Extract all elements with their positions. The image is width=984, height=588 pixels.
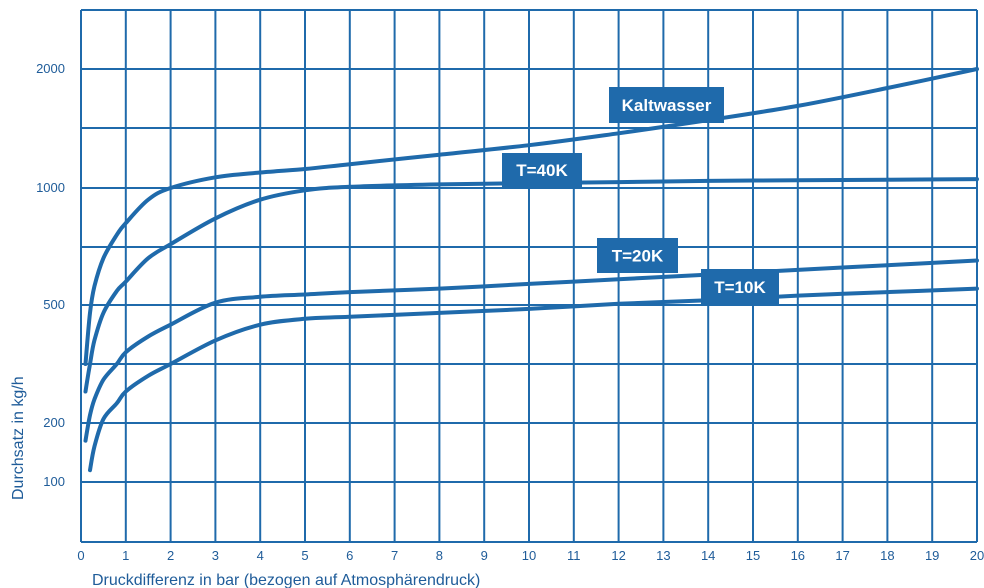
y-tick-label: 200 [43, 415, 65, 430]
x-tick-label: 14 [701, 548, 715, 563]
x-tick-label: 11 [567, 548, 581, 563]
series-line-t10k [88, 286, 979, 473]
x-tick-label: 5 [301, 548, 308, 563]
x-tick-label: 15 [746, 548, 760, 563]
series-line-t40k [83, 177, 979, 394]
x-tick-label: 1 [122, 548, 129, 563]
x-tick-label: 17 [835, 548, 849, 563]
x-tick-label: 9 [481, 548, 488, 563]
x-tick-label: 12 [611, 548, 625, 563]
x-tick-labels: 0 1 2 3 4 5 6 7 8 9 10 11 12 13 14 15 16 17 18 19 20 [77, 548, 984, 563]
x-tick-label: 13 [656, 548, 670, 563]
series-label-box [701, 269, 779, 305]
x-tick-label: 2 [167, 548, 174, 563]
x-tick-label: 3 [212, 548, 219, 563]
y-tick-label: 500 [43, 297, 65, 312]
y-axis-label: Durchsatz in kg/h [10, 376, 27, 500]
x-tick-label: 4 [257, 548, 264, 563]
series-label: Kaltwasser [622, 96, 712, 115]
x-tick-label: 19 [925, 548, 939, 563]
series-line-kaltwasser [83, 67, 979, 366]
series-label-box [502, 153, 582, 187]
x-tick-label: 6 [346, 548, 353, 563]
x-tick-label: 8 [436, 548, 443, 563]
series-label-box [597, 238, 678, 273]
x-tick-label: 16 [791, 548, 805, 563]
x-tick-label: 20 [970, 548, 984, 563]
x-tick-label: 7 [391, 548, 398, 563]
series-label: T=20K [612, 247, 664, 266]
series-labels: Kaltwasser T=40K T=20K T=10K [502, 87, 779, 305]
x-tick-label: 10 [522, 548, 536, 563]
y-tick-label: 100 [43, 474, 65, 489]
series-label-box [609, 87, 724, 123]
series-label: T=10K [714, 278, 766, 297]
y-tick-label: 2000 [36, 61, 65, 76]
x-axis-label: Druckdifferenz in bar (bezogen auf Atmos… [92, 572, 480, 588]
x-tick-label: 18 [880, 548, 894, 563]
vertical-gridlines [80, 10, 978, 542]
y-tick-labels: 100 200 500 1000 2000 [36, 61, 65, 489]
horizontal-gridlines [81, 9, 977, 543]
series-label: T=40K [516, 161, 568, 180]
y-tick-label: 1000 [36, 180, 65, 195]
x-tick-label: 0 [77, 548, 84, 563]
